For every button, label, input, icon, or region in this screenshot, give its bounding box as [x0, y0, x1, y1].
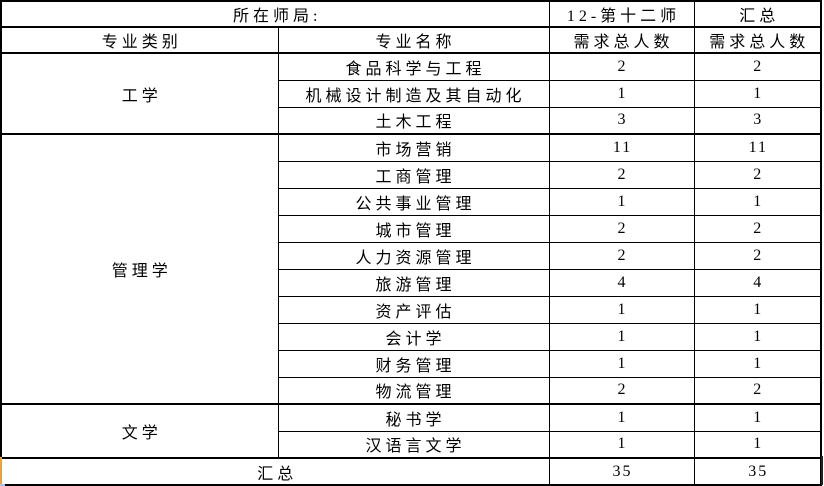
- cell-col-division-count[interactable]: 需求总人数: [548, 26, 695, 54]
- cell-major[interactable]: 食品科学与工程: [277, 52, 550, 81]
- cell-grand-total-all[interactable]: 35: [693, 457, 822, 486]
- table-row: 机械设计制造及其自动化 1 1: [1, 79, 822, 108]
- cell-major[interactable]: 旅游管理: [277, 268, 550, 297]
- cell-col-major[interactable]: 专业名称: [277, 26, 550, 54]
- cell-major[interactable]: 机械设计制造及其自动化: [277, 79, 550, 108]
- cell-division-count[interactable]: 1: [548, 403, 695, 432]
- cell-location-label[interactable]: 所在师局:: [0, 0, 550, 28]
- cell-col-category[interactable]: 专业类别: [0, 26, 279, 54]
- cell-major[interactable]: 土木工程: [277, 106, 550, 135]
- cell-division-count[interactable]: 4: [548, 268, 695, 297]
- cell-grand-total-division[interactable]: 35: [548, 457, 695, 486]
- cell-major[interactable]: 公共事业管理: [277, 187, 550, 216]
- cell-division-count[interactable]: 3: [548, 106, 695, 135]
- cell-major[interactable]: 物流管理: [277, 376, 550, 405]
- cell-division-name[interactable]: 12-第十二师: [548, 0, 695, 28]
- table-row: 管理学 市场营销 11 11: [0, 133, 822, 405]
- cell-division-count[interactable]: 1: [548, 295, 695, 324]
- cell-division-count[interactable]: 1: [548, 187, 695, 216]
- cell-total-count[interactable]: 1: [693, 349, 822, 378]
- cell-total-count[interactable]: 2: [693, 52, 822, 81]
- table-row: 资产评估 1 1: [1, 295, 822, 324]
- cell-total-count[interactable]: 2: [693, 214, 822, 243]
- cell-category-literature[interactable]: 文学: [0, 403, 279, 459]
- cell-total-count[interactable]: 1: [693, 187, 822, 216]
- cell-total-count[interactable]: 1: [693, 430, 822, 459]
- cell-total-count[interactable]: 4: [693, 268, 822, 297]
- header-row-columns: 专业类别 专业名称 需求总人数 需求总人数: [0, 26, 822, 54]
- table-row: 土木工程 3 3: [1, 106, 822, 135]
- selection-marker-bottom: [0, 484, 5, 486]
- cell-total-count[interactable]: 11: [693, 133, 822, 162]
- table-row: 财务管理 1 1: [1, 349, 822, 378]
- cell-major[interactable]: 财务管理: [277, 349, 550, 378]
- cell-division-count[interactable]: 2: [548, 214, 695, 243]
- table-row: 文学 秘书学 1 1: [0, 403, 822, 459]
- cell-category-management[interactable]: 管理学: [0, 133, 279, 405]
- cell-division-count[interactable]: 1: [548, 322, 695, 351]
- table-row: 工商管理 2 2: [1, 160, 822, 189]
- cell-major[interactable]: 汉语言文学: [277, 430, 550, 459]
- table-row: 汉语言文学 1 1: [1, 430, 822, 459]
- cell-major[interactable]: 城市管理: [277, 214, 550, 243]
- table-row: 工学 食品科学与工程 2 2: [0, 52, 822, 135]
- cell-grand-total-label[interactable]: 汇总: [0, 457, 550, 486]
- cell-division-count[interactable]: 11: [548, 133, 695, 162]
- cell-major[interactable]: 工商管理: [277, 160, 550, 189]
- cell-major[interactable]: 人力资源管理: [277, 241, 550, 270]
- cell-total-count[interactable]: 2: [693, 376, 822, 405]
- cell-total-header[interactable]: 汇总: [693, 0, 822, 28]
- cell-total-count[interactable]: 2: [693, 160, 822, 189]
- cell-division-count[interactable]: 1: [548, 430, 695, 459]
- cell-major[interactable]: 资产评估: [277, 295, 550, 324]
- cell-total-count[interactable]: 1: [693, 403, 822, 432]
- cell-division-count[interactable]: 2: [548, 52, 695, 81]
- cell-division-count[interactable]: 2: [548, 376, 695, 405]
- header-row-division: 所在师局: 12-第十二师 汇总: [0, 0, 822, 28]
- selection-marker-left: [0, 457, 2, 484]
- cell-total-count[interactable]: 1: [693, 295, 822, 324]
- cell-major[interactable]: 会计学: [277, 322, 550, 351]
- total-row: 汇总 35 35: [0, 457, 822, 486]
- cell-major[interactable]: 秘书学: [277, 403, 550, 432]
- cell-category-engineering[interactable]: 工学: [0, 52, 279, 135]
- cell-division-count[interactable]: 1: [548, 79, 695, 108]
- table-row: 旅游管理 4 4: [1, 268, 822, 297]
- edge-border-right: [821, 456, 823, 485]
- cell-col-total-count[interactable]: 需求总人数: [693, 26, 822, 54]
- cell-major[interactable]: 市场营销: [277, 133, 550, 162]
- cell-division-count[interactable]: 1: [548, 349, 695, 378]
- table-row: 物流管理 2 2: [1, 376, 822, 405]
- cell-total-count[interactable]: 2: [693, 241, 822, 270]
- cell-division-count[interactable]: 2: [548, 160, 695, 189]
- cell-total-count[interactable]: 3: [693, 106, 822, 135]
- cell-total-count[interactable]: 1: [693, 79, 822, 108]
- cell-total-count[interactable]: 1: [693, 322, 822, 351]
- cell-division-count[interactable]: 2: [548, 241, 695, 270]
